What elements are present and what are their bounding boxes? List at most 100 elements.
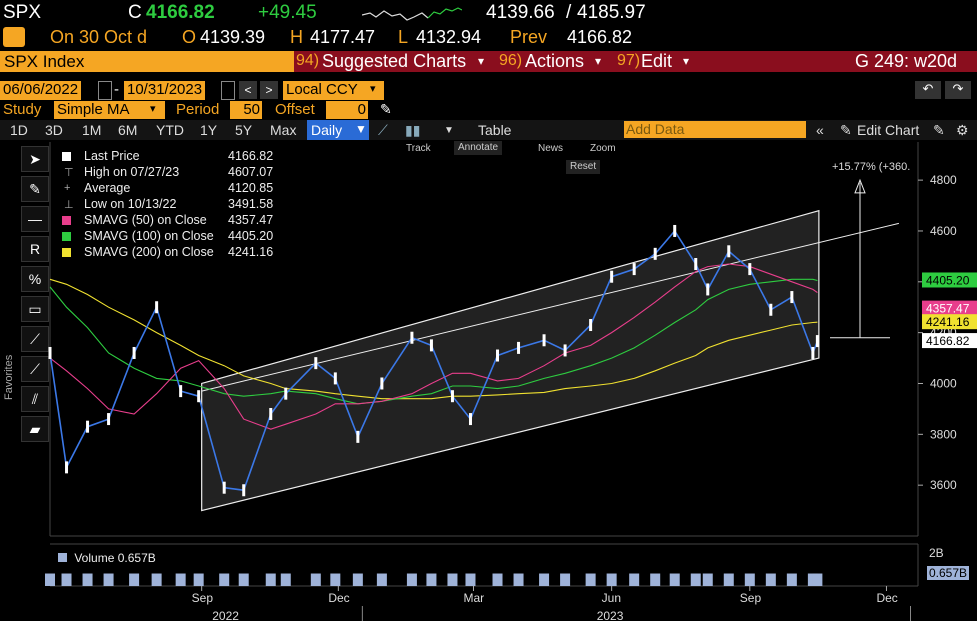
range-button[interactable]: 1M bbox=[82, 122, 102, 138]
range-button[interactable]: 6M bbox=[118, 122, 138, 138]
y-tick-label: 3600 bbox=[930, 478, 957, 492]
prev-period-button[interactable]: < bbox=[239, 81, 257, 99]
sma50-line bbox=[49, 263, 818, 430]
start-date-field[interactable]: 06/06/2022 bbox=[0, 81, 82, 100]
range-button[interactable]: YTD bbox=[156, 122, 184, 138]
volume-bar bbox=[265, 573, 276, 586]
volume-bar bbox=[702, 573, 713, 586]
legend-high: 4607.07 bbox=[228, 165, 274, 179]
date-text: On 30 Oct d bbox=[50, 27, 148, 47]
sma50-tag-label: 4357.47 bbox=[926, 302, 970, 316]
end-date-field[interactable]: 10/31/2023 bbox=[124, 81, 206, 100]
low-label: L bbox=[398, 27, 409, 47]
price-candle bbox=[450, 390, 454, 403]
chart-tools: Track Annotate News Zoom Reset bbox=[398, 141, 618, 175]
volume-bar bbox=[352, 573, 363, 586]
alert-icon[interactable] bbox=[3, 27, 25, 47]
open-value: 4139.39 bbox=[200, 27, 266, 47]
pointer-icon[interactable]: ➤ bbox=[21, 146, 49, 172]
legend-high-label: High on 07/27/23 bbox=[84, 165, 180, 179]
redo-icon[interactable]: ↷ bbox=[945, 81, 971, 99]
frequency-label: Daily bbox=[311, 122, 343, 138]
volume-bar bbox=[492, 573, 503, 586]
trendline-icon[interactable]: ⟋ bbox=[21, 326, 49, 352]
line-chart-icon[interactable]: ⟋ bbox=[378, 122, 388, 138]
x-year-label: 2023 bbox=[597, 609, 624, 621]
range-low: 4139.66 bbox=[486, 2, 555, 23]
collapse-icon[interactable]: « bbox=[816, 122, 824, 138]
calendar-icon[interactable] bbox=[98, 81, 112, 100]
rectangle-icon[interactable]: ▭ bbox=[21, 296, 49, 322]
actions-menu[interactable]: Actions bbox=[525, 51, 585, 71]
range-high: 4185.97 bbox=[577, 2, 646, 23]
range-button[interactable]: Max bbox=[270, 122, 297, 138]
add-data-field[interactable]: Add Data bbox=[624, 121, 806, 138]
date-controls: 06/06/2022 - 10/31/2023 < > Local CCY ▾ … bbox=[0, 81, 977, 101]
price-candle bbox=[197, 390, 201, 403]
volume-bar bbox=[219, 573, 230, 586]
reset-button[interactable]: Reset bbox=[566, 160, 601, 174]
annotate-button[interactable]: Annotate bbox=[454, 141, 503, 155]
legend-low: 3491.58 bbox=[228, 197, 274, 211]
next-period-button[interactable]: > bbox=[260, 81, 278, 99]
volume-label: Volume bbox=[74, 551, 115, 565]
pencil-icon[interactable]: ✎ bbox=[380, 101, 392, 117]
retracement-icon[interactable]: R bbox=[21, 236, 49, 262]
quote-header: SPX C 4166.82 +49.45 4139.66 / 4185.97 bbox=[0, 2, 977, 26]
chevron-down-icon[interactable]: ▼ bbox=[444, 125, 454, 136]
legend-low-label: Low on 10/13/22 bbox=[84, 197, 177, 211]
range-button[interactable]: 1D bbox=[10, 122, 28, 138]
range-toolbar: 1D 3D 1M 6M YTD 1Y 5Y Max Daily ▼ ⟋ ▮▮ ▼… bbox=[0, 120, 977, 140]
low-marker-icon: ⊥ bbox=[64, 199, 74, 211]
fan-icon[interactable]: ▰ bbox=[21, 416, 49, 442]
channel-icon[interactable]: ⫽ bbox=[21, 386, 49, 412]
security-field[interactable]: SPX Index bbox=[0, 51, 294, 72]
undo-icon[interactable]: ↶ bbox=[915, 81, 941, 99]
offset-field[interactable]: 0 bbox=[326, 101, 368, 119]
range-button[interactable]: 5Y bbox=[235, 122, 253, 138]
percent-icon[interactable]: % bbox=[21, 266, 49, 292]
volume-bar bbox=[61, 573, 72, 586]
price-candle bbox=[496, 349, 500, 362]
range-button[interactable]: 1Y bbox=[200, 122, 218, 138]
volume-bar bbox=[812, 573, 823, 586]
add-data-placeholder: Add Data bbox=[626, 121, 685, 137]
price-chart: 36003800400042004400460048004405.204357.… bbox=[45, 142, 977, 621]
prev-value: 4166.82 bbox=[567, 27, 633, 47]
price-candle bbox=[333, 372, 337, 385]
frequency-select[interactable]: Daily ▼ bbox=[307, 120, 369, 140]
channel-annotation[interactable]: +15.77% (+360. bbox=[832, 161, 911, 173]
volume-swatch bbox=[58, 553, 67, 562]
volume-bar bbox=[465, 573, 476, 586]
price-candle bbox=[748, 263, 752, 276]
high-value: 4177.47 bbox=[310, 27, 376, 47]
price-candle bbox=[706, 283, 710, 296]
price-candle bbox=[517, 341, 521, 354]
edit-menu[interactable]: Edit bbox=[641, 51, 673, 71]
hline-icon[interactable]: — bbox=[21, 206, 49, 232]
currency-select[interactable]: Local CCY bbox=[283, 81, 384, 100]
range-button[interactable]: 3D bbox=[45, 122, 63, 138]
news-button[interactable]: News bbox=[538, 143, 564, 154]
volume-bar bbox=[129, 573, 140, 586]
study-select[interactable]: Simple MA bbox=[54, 101, 165, 119]
track-button[interactable]: Track bbox=[406, 143, 431, 154]
volume-bar bbox=[406, 573, 417, 586]
range-sep: / bbox=[566, 2, 572, 23]
period-field[interactable]: 50 bbox=[230, 101, 262, 119]
zoom-button[interactable]: Zoom bbox=[590, 143, 616, 154]
volume-axis-top: 2B bbox=[929, 546, 944, 560]
edit-chart-button[interactable]: Edit Chart bbox=[857, 122, 920, 138]
suggested-charts-menu[interactable]: Suggested Charts bbox=[322, 51, 467, 71]
gear-icon[interactable]: ⚙ bbox=[956, 122, 969, 138]
close-label: C bbox=[128, 2, 142, 23]
volume-bar bbox=[765, 573, 776, 586]
calendar-icon[interactable] bbox=[221, 81, 235, 100]
edit-icon[interactable]: ✎ bbox=[933, 122, 945, 138]
ray-icon[interactable]: ⟋ bbox=[21, 356, 49, 382]
table-button[interactable]: Table bbox=[478, 122, 512, 138]
pen-icon[interactable]: ✎ bbox=[21, 176, 49, 202]
price-candle bbox=[284, 387, 288, 400]
drawing-toolbar: Favorites ➤ ✎ — R % ▭ ⟋ ⟋ ⫽ ▰ bbox=[0, 140, 50, 470]
candlestick-icon[interactable]: ▮▮ bbox=[405, 122, 421, 138]
